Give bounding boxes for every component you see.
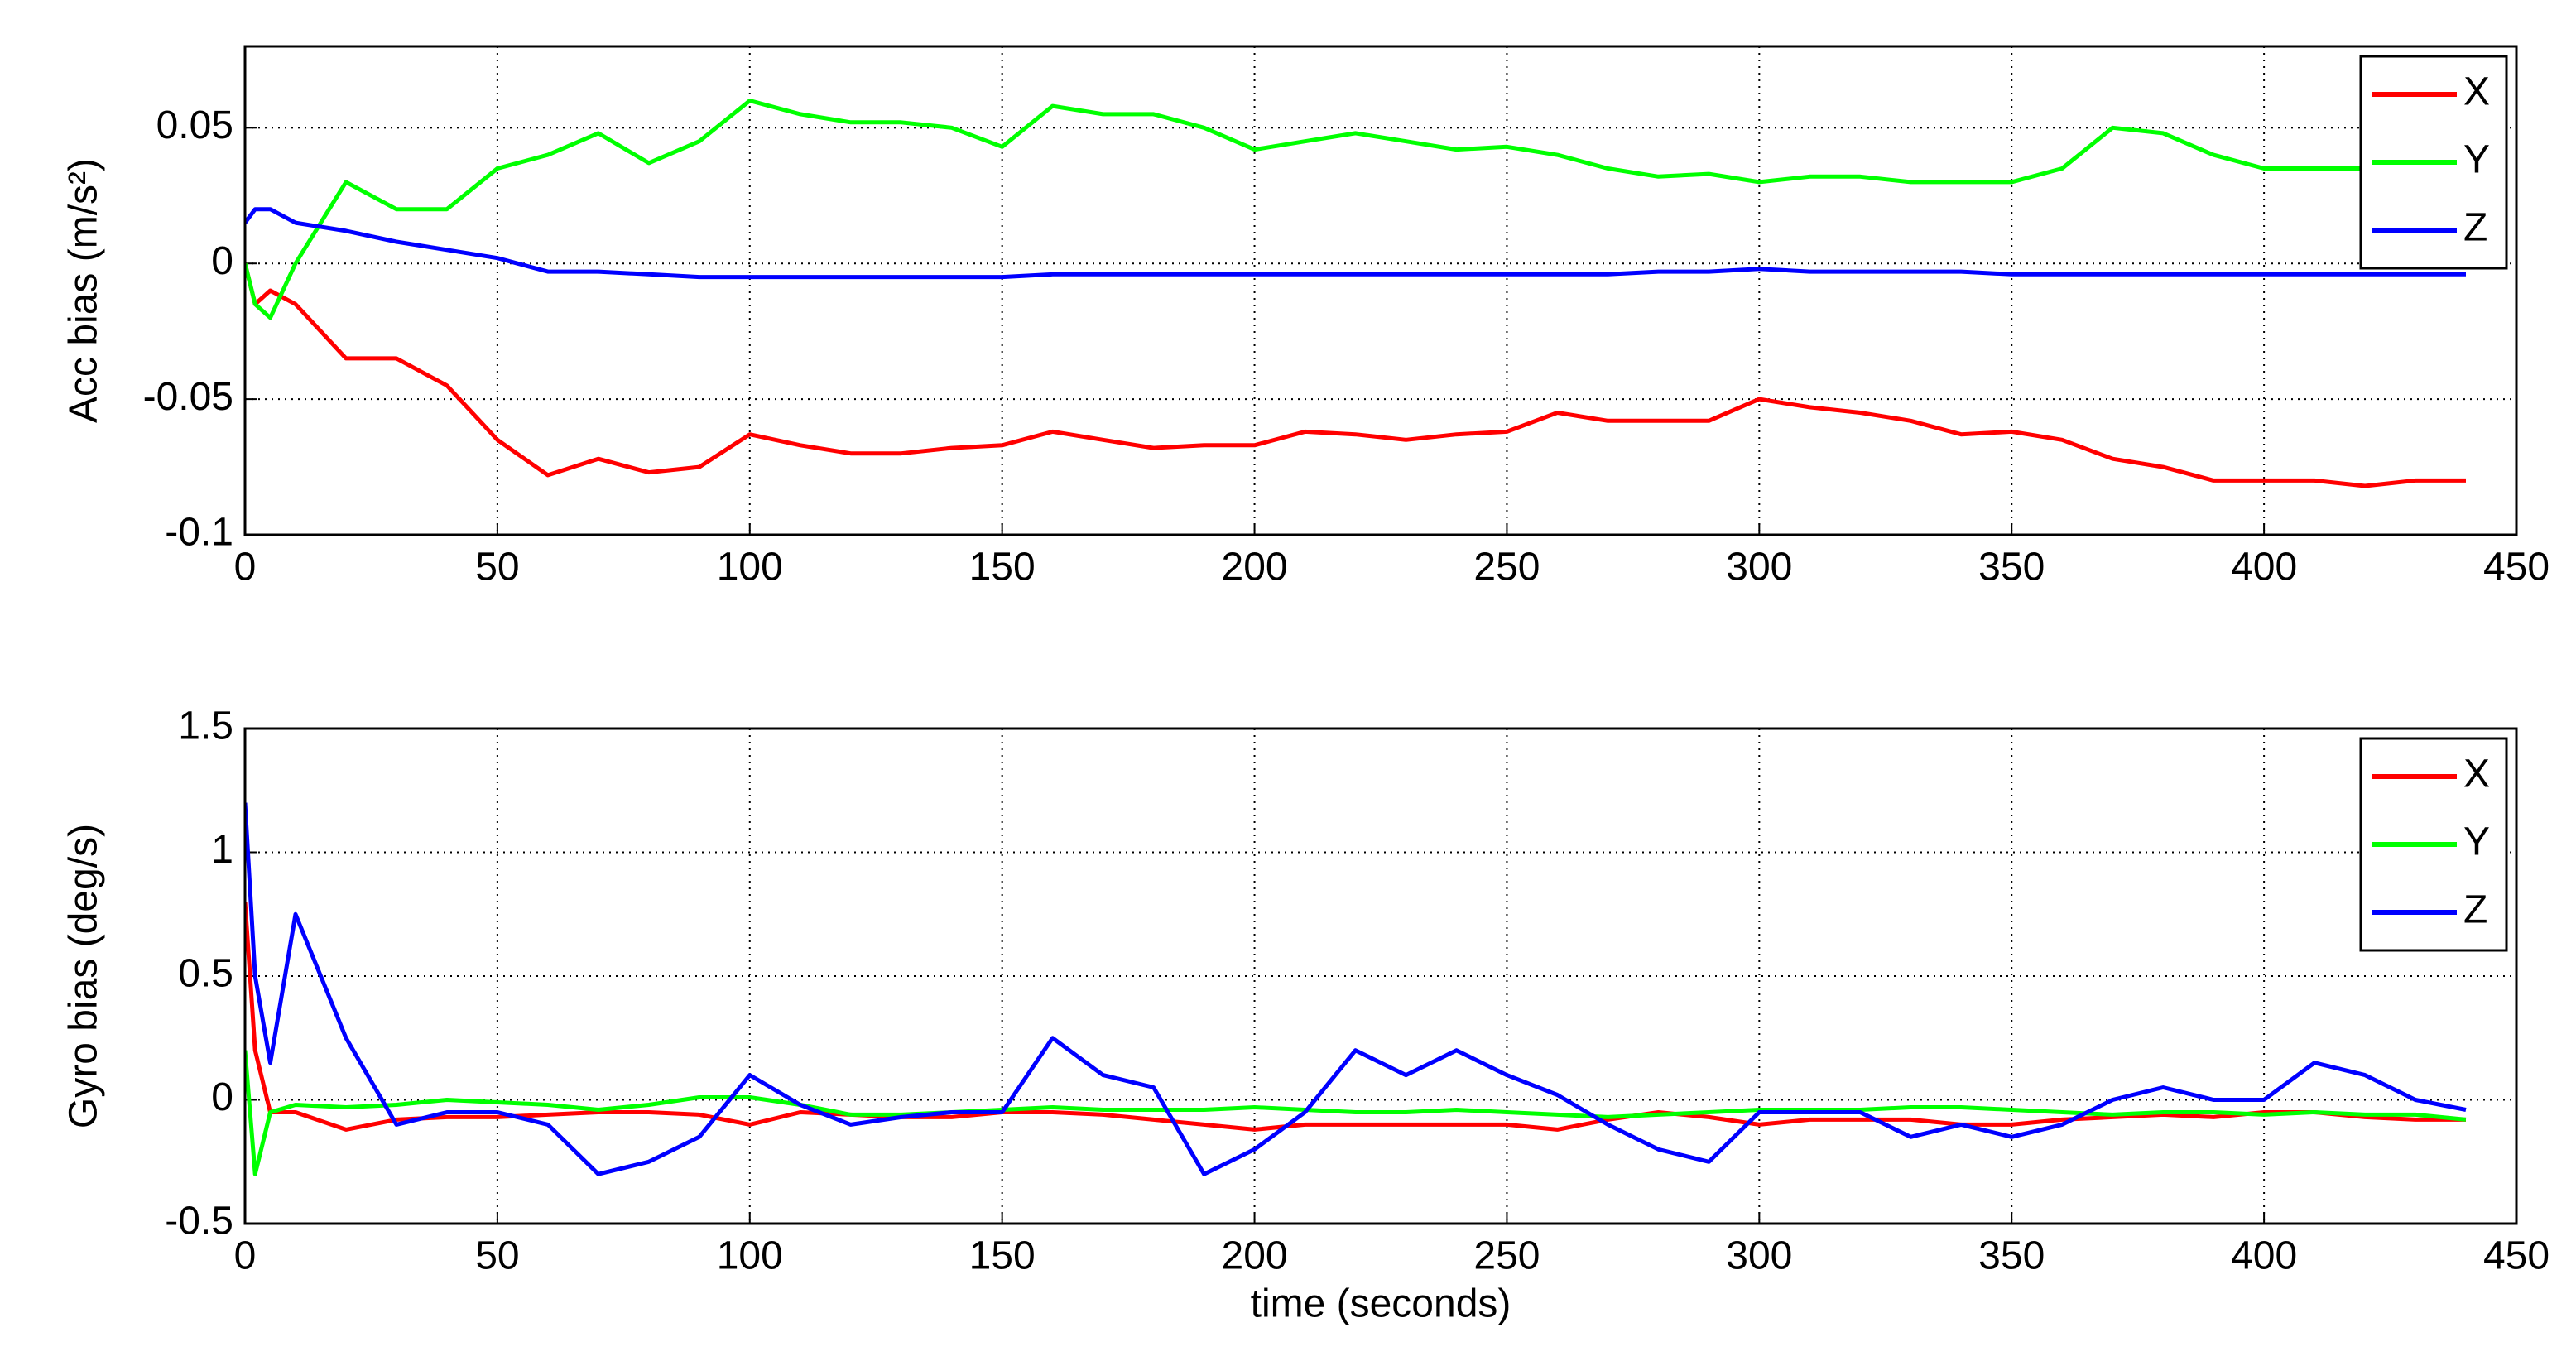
y-tick-label: -0.05: [143, 375, 233, 419]
x-tick-label: 400: [2231, 546, 2297, 589]
y-tick-label: 0: [211, 1075, 233, 1119]
x-tick-label: 0: [234, 1234, 257, 1278]
y-tick-label: 1.5: [178, 705, 233, 748]
axes-frame: [243, 727, 2518, 1225]
x-tick-label: 50: [475, 1234, 519, 1278]
x-tick-label: 400: [2231, 1234, 2297, 1278]
data-line: [245, 902, 2466, 1132]
legend-label: Z: [2463, 888, 2487, 932]
legend-label: X: [2463, 753, 2490, 796]
x-tick-label: 100: [717, 1234, 783, 1278]
axes-frame: [243, 45, 2518, 536]
data-line: [245, 802, 2467, 1176]
x-tick-label: 300: [1726, 1234, 1792, 1278]
data-line: [245, 262, 2466, 488]
y-tick-label: 0.05: [156, 103, 233, 147]
data-line: [245, 207, 2466, 280]
x-tick-label: 0: [234, 546, 257, 589]
x-tick-label: 450: [2483, 1234, 2550, 1278]
x-tick-label: 150: [969, 546, 1036, 589]
x-tick-label: 150: [969, 1234, 1036, 1278]
x-tick-label: 350: [1978, 1234, 2045, 1278]
x-tick-label: 100: [717, 546, 783, 589]
legend-label: Z: [2463, 206, 2487, 250]
y-tick-label: 0: [211, 239, 233, 283]
y-tick-label: -0.1: [165, 511, 233, 555]
legend-label: Y: [2463, 138, 2490, 182]
y-tick-label: 0.5: [178, 952, 233, 996]
plot-area: [245, 729, 2516, 1224]
x-tick-label: 300: [1726, 546, 1792, 589]
x-tick-label: 250: [1473, 1234, 1540, 1278]
x-axis-label: time (seconds): [1251, 1282, 1511, 1326]
x-tick-label: 450: [2483, 546, 2550, 589]
y-axis-label: Gyro bias (deg/s): [62, 824, 106, 1128]
x-tick-label: 350: [1978, 546, 2045, 589]
x-tick-label: 50: [475, 546, 519, 589]
legend-label: X: [2463, 70, 2490, 114]
x-tick-label: 250: [1473, 546, 1540, 589]
y-tick-label: -0.5: [165, 1200, 233, 1243]
data-line: [245, 99, 2466, 320]
x-tick-label: 200: [1222, 546, 1288, 589]
legend-label: Y: [2463, 820, 2490, 864]
y-tick-label: 1: [211, 828, 233, 872]
x-tick-label: 200: [1222, 1234, 1288, 1278]
y-axis-label: Acc bias (m/s²): [62, 158, 106, 423]
